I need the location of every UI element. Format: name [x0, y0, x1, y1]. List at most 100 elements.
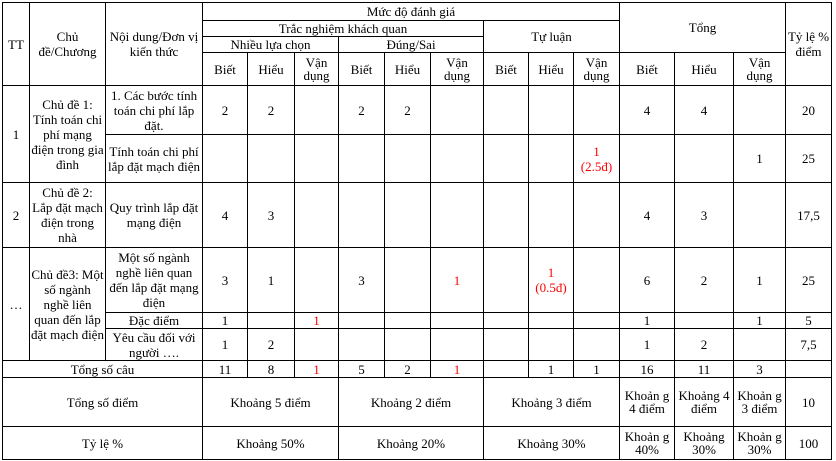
row-cell: 1 — [619, 328, 676, 361]
ty-le-label: Tỷ lệ % — [2, 426, 203, 460]
row-cell: 2 — [202, 85, 248, 135]
row-cell: 3 — [338, 247, 385, 313]
row-noi-dung: Đặc điểm — [105, 312, 203, 329]
row-cell — [384, 312, 431, 329]
tong-so-diem-hieu: Khoảng 4 điểm — [674, 377, 735, 427]
header-ty-le-diem: Tỷ lệ % điểm — [785, 2, 833, 86]
row-tt: … — [2, 247, 30, 361]
row-cell: 1 — [733, 247, 787, 313]
ty-le-dung-sai: Khoảng 20% — [338, 426, 484, 460]
row-noi-dung: Một số ngành nghề liên quan đến lắp đặt … — [105, 247, 203, 313]
row-cell: 1 (0.5đ) — [528, 247, 574, 313]
row-cell — [483, 328, 529, 361]
row-cell — [338, 182, 385, 248]
row-cell — [733, 328, 787, 361]
row-cell — [528, 85, 574, 135]
header-level-9: Vận dụng — [572, 52, 621, 86]
header-dung-sai: Đúng/Sai — [338, 36, 484, 53]
row-cell: 20 — [785, 85, 833, 135]
row-cell: 2 — [384, 85, 431, 135]
row-cell: 1 — [733, 312, 787, 329]
row-cell — [528, 134, 574, 183]
tong-so-cau-cell — [785, 360, 833, 378]
row-cell — [619, 134, 676, 183]
row-chu-de: Chủ đề3: Một số ngành nghề liên quan đến… — [29, 247, 106, 361]
row-cell — [384, 134, 431, 183]
tong-so-diem-dung-sai: Khoảng 2 điểm — [338, 377, 484, 427]
row-cell: 17,5 — [785, 182, 833, 248]
row-noi-dung: 1. Các bước tính toán chi phí lắp đặt. — [105, 85, 203, 135]
row-cell — [338, 134, 385, 183]
table-row: 2 Chủ đề 2: Lắp đặt mạch điện trong nhà Qu… — [2, 182, 833, 248]
table-row: … Chủ đề3: Một số ngành nghề liên quan đế… — [2, 247, 833, 361]
ty-le-total: 100 — [785, 426, 833, 460]
tong-so-cau-cell: 1 — [294, 360, 339, 378]
tong-so-cau-cell: 16 — [619, 360, 676, 378]
row-cell — [483, 85, 529, 135]
tong-so-cau-cell: 8 — [247, 360, 295, 378]
row-cell — [572, 328, 621, 361]
row-cell — [247, 134, 295, 183]
row-noi-dung: Tính toán chi phí lắp đặt mạch điện — [105, 134, 203, 183]
header-level-6: Vận dụng — [430, 52, 484, 86]
row-cell: 1 — [733, 134, 787, 183]
row-cell — [430, 85, 484, 135]
header-level-7: Biết — [483, 52, 529, 86]
tong-so-diem-total: 10 — [785, 377, 833, 427]
tong-so-cau-cell: 5 — [338, 360, 385, 378]
header-tt: TT — [2, 2, 30, 86]
header-noi-dung: Nội dung/Đơn vị kiến thức — [105, 2, 203, 86]
row-cell: 4 — [202, 182, 248, 248]
ty-le-van-dung: Khoản g 30% — [733, 426, 787, 460]
row-cell: 1 — [430, 247, 484, 313]
tong-so-cau-cell: 1 — [528, 360, 574, 378]
row-cell: 6 — [619, 247, 676, 313]
row-cell: 1 (2.5đ) — [572, 134, 621, 183]
row-cell — [733, 85, 787, 135]
tong-so-cau-cell: 1 — [430, 360, 484, 378]
table-row: 1 Chủ đề 1: Tính toán chi phí mạng điện t… — [2, 85, 833, 183]
header-level-12: Vận dụng — [733, 52, 787, 86]
table-row: Yêu cầu đối với người …. 1 2 1 2 7,5 — [3, 328, 833, 361]
tong-so-cau-cell: 3 — [733, 360, 787, 378]
row-cell: 1 — [202, 328, 248, 361]
row-cell — [674, 134, 735, 183]
header-level-11: Hiểu — [674, 52, 735, 86]
row-cell: 25 — [785, 247, 833, 313]
table-row: Đặc điểm 1 1 1 1 5 — [3, 312, 833, 329]
row-cell — [733, 182, 787, 248]
row-cell — [338, 312, 385, 329]
row-cell — [572, 312, 621, 329]
row-noi-dung: Quy trình lắp đặt mạng điện — [105, 182, 203, 248]
tong-so-cau-cell: 2 — [384, 360, 431, 378]
row-cell: 7,5 — [785, 328, 833, 361]
header-muc-do: Mức độ đánh giá — [201, 2, 621, 21]
row-cell — [294, 328, 339, 361]
tong-so-diem-label: Tổng số điểm — [2, 377, 203, 427]
row-cell — [528, 182, 574, 248]
row-cell — [528, 312, 574, 329]
row-cell — [528, 328, 574, 361]
row-cell: 5 — [785, 312, 833, 329]
row-cell — [430, 312, 484, 329]
row-cell: 1 — [202, 312, 248, 329]
row-cell — [294, 247, 339, 313]
row-cell: 1 — [247, 247, 295, 313]
tong-so-diem-nlc: Khoảng 5 điểm — [202, 377, 339, 427]
table-row: Tính toán chi phí lắp đặt mạch điện 1 (2.… — [3, 134, 833, 183]
row-cell — [430, 328, 484, 361]
tong-so-diem-biet: Khoản g 4 điểm — [619, 377, 676, 427]
row-cell — [430, 134, 484, 183]
row-cell: 4 — [619, 182, 676, 248]
row-cell: 2 — [674, 328, 735, 361]
row-cell — [572, 247, 621, 313]
ty-le-hieu: Khoảng 30% — [674, 426, 735, 460]
row-cell — [202, 134, 248, 183]
header-level-10: Biết — [619, 52, 676, 86]
row-cell — [483, 247, 529, 313]
row-cell — [483, 182, 529, 248]
row-cell — [247, 312, 295, 329]
row-cell — [294, 182, 339, 248]
row-cell — [483, 134, 529, 183]
